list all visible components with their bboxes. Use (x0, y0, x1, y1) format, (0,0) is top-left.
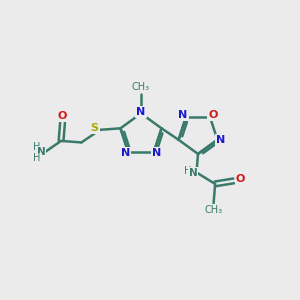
Text: H: H (33, 153, 41, 163)
Text: O: O (236, 174, 245, 184)
Text: O: O (58, 111, 67, 121)
Text: N: N (178, 110, 188, 121)
Text: N: N (216, 135, 226, 145)
Text: S: S (91, 123, 99, 133)
Text: N: N (152, 148, 161, 158)
Text: CH₃: CH₃ (205, 205, 223, 215)
Text: CH₃: CH₃ (132, 82, 150, 92)
Text: N: N (121, 148, 130, 158)
Text: H: H (184, 166, 192, 176)
Text: N: N (136, 107, 146, 117)
Text: O: O (208, 110, 218, 121)
Text: N: N (188, 167, 197, 178)
Text: H: H (33, 142, 41, 152)
Text: N: N (37, 147, 45, 157)
